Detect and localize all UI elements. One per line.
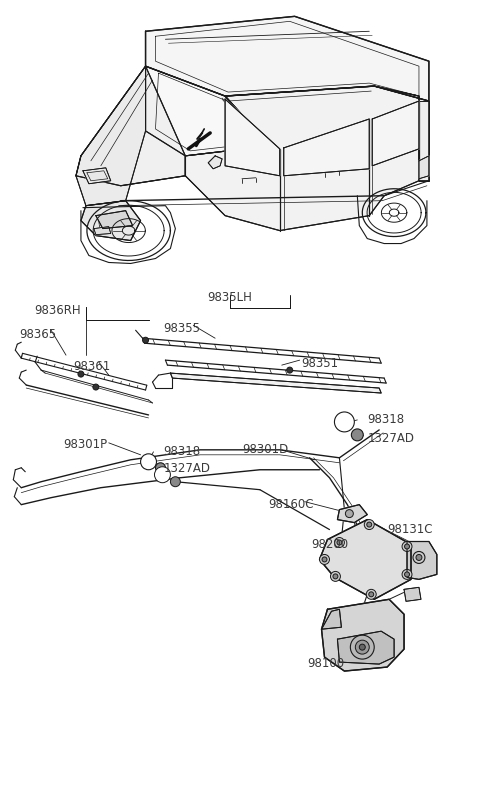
Circle shape [366,590,376,599]
Polygon shape [374,86,429,181]
Circle shape [333,574,338,579]
Circle shape [330,571,340,582]
Circle shape [78,371,84,377]
Circle shape [155,467,170,483]
Circle shape [369,592,374,597]
Polygon shape [284,119,369,175]
Polygon shape [170,373,381,393]
Polygon shape [145,16,429,101]
Circle shape [402,570,412,579]
Text: 98318: 98318 [164,445,201,458]
Polygon shape [407,541,437,579]
Polygon shape [337,505,367,522]
Text: 1327AD: 1327AD [164,462,210,475]
Polygon shape [225,99,280,175]
Circle shape [141,454,156,469]
Polygon shape [320,520,411,599]
Text: 98160C: 98160C [268,497,313,511]
Circle shape [402,541,412,551]
Circle shape [413,551,425,563]
Circle shape [350,635,374,659]
Text: 98100: 98100 [308,657,345,670]
Text: 1327AD: 1327AD [367,432,414,445]
Circle shape [405,544,409,549]
Text: 98351: 98351 [301,357,339,370]
Text: 9836RH: 9836RH [34,304,81,317]
Circle shape [364,520,374,529]
Polygon shape [322,610,341,630]
Circle shape [360,644,365,650]
Polygon shape [76,66,145,206]
Circle shape [335,537,344,548]
Text: 98318: 98318 [367,413,404,426]
Circle shape [346,509,353,517]
Polygon shape [419,156,429,179]
Circle shape [337,540,342,545]
Polygon shape [94,227,111,235]
Polygon shape [83,168,111,183]
Circle shape [355,640,369,654]
Circle shape [367,522,372,527]
Circle shape [170,477,180,487]
Circle shape [351,429,363,441]
Text: 98200: 98200 [312,537,348,550]
Polygon shape [145,66,270,156]
Text: 9835LH: 9835LH [207,292,252,304]
Polygon shape [76,66,185,186]
Polygon shape [372,101,419,166]
Text: 98365: 98365 [19,328,57,341]
Text: 98131C: 98131C [387,522,432,536]
Polygon shape [208,156,222,169]
Circle shape [156,463,166,473]
Polygon shape [404,587,421,602]
Circle shape [287,367,293,373]
Polygon shape [96,211,132,228]
Circle shape [416,554,422,561]
Text: 98355: 98355 [164,322,201,336]
Text: 98361: 98361 [73,360,110,373]
Polygon shape [81,201,141,240]
Polygon shape [322,599,404,671]
Text: 98301D: 98301D [242,443,288,456]
Circle shape [320,554,329,565]
Circle shape [322,557,327,562]
Circle shape [93,384,99,390]
Text: 98301P: 98301P [63,438,107,451]
Circle shape [405,572,409,577]
Circle shape [143,337,148,343]
Circle shape [335,412,354,432]
Polygon shape [337,631,394,664]
Polygon shape [185,86,419,231]
